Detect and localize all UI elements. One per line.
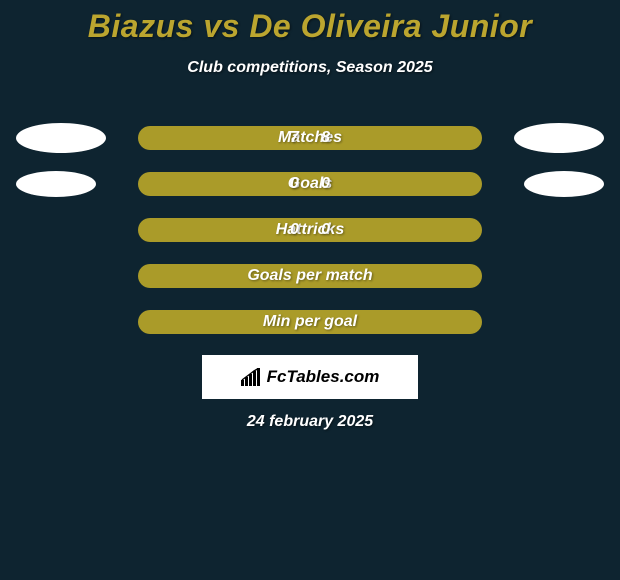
stat-value-right: 0 xyxy=(321,221,330,239)
stat-row: 7 Matches 8 xyxy=(0,115,620,161)
stat-bar: Min per goal xyxy=(138,310,482,334)
stat-row: Goals per match xyxy=(0,253,620,299)
stat-label: Min per goal xyxy=(263,313,357,331)
page-title: Biazus vs De Oliveira Junior xyxy=(0,0,620,45)
brand-inner: FcTables.com xyxy=(241,367,380,387)
stat-label: Goals per match xyxy=(247,267,372,285)
stat-row: Min per goal xyxy=(0,299,620,345)
stat-row: 0 Goals 0 xyxy=(0,161,620,207)
stat-bar: 0 Hattricks 0 xyxy=(138,218,482,242)
bar-chart-icon xyxy=(241,368,263,386)
brand-box: FcTables.com xyxy=(202,355,418,399)
stat-value-left: 7 xyxy=(290,129,299,147)
player-avatar-right xyxy=(514,123,604,153)
page-subtitle: Club competitions, Season 2025 xyxy=(0,59,620,77)
stat-value-right: 0 xyxy=(321,175,330,193)
player-avatar-left xyxy=(16,171,96,197)
stat-bar: Goals per match xyxy=(138,264,482,288)
stat-value-left: 0 xyxy=(290,175,299,193)
stat-value-left: 0 xyxy=(290,221,299,239)
stat-value-right: 8 xyxy=(321,129,330,147)
stat-bar: 7 Matches 8 xyxy=(138,126,482,150)
date-text: 24 february 2025 xyxy=(0,413,620,431)
player-avatar-left xyxy=(16,123,106,153)
brand-text: FcTables.com xyxy=(267,367,380,387)
player-avatar-right xyxy=(524,171,604,197)
stat-label: Hattricks xyxy=(276,221,344,239)
stat-row: 0 Hattricks 0 xyxy=(0,207,620,253)
comparison-canvas: Biazus vs De Oliveira Junior Club compet… xyxy=(0,0,620,580)
stat-label: Matches xyxy=(278,129,342,147)
stat-bar: 0 Goals 0 xyxy=(138,172,482,196)
stat-rows: 7 Matches 8 0 Goals 0 0 Hattricks 0 xyxy=(0,115,620,345)
